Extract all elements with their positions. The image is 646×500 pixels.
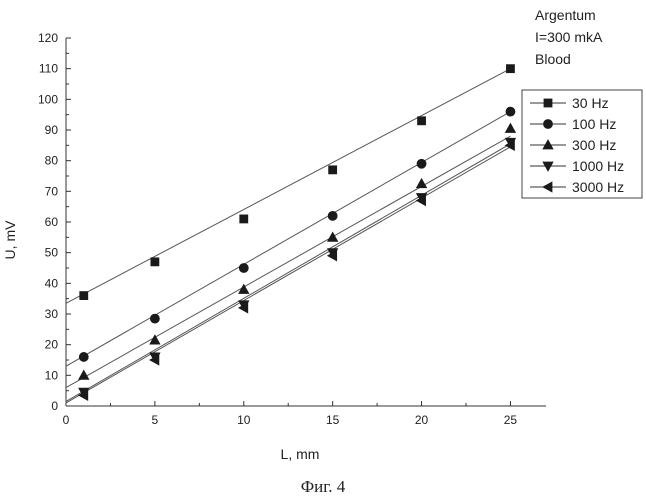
data-point — [328, 232, 338, 241]
data-point — [418, 117, 426, 125]
annotation-line-2: I=300 mkA — [535, 29, 603, 45]
series-2 — [79, 123, 516, 379]
data-point — [239, 264, 248, 273]
legend-label: 100 Hz — [572, 116, 616, 132]
y-tick-label: 90 — [45, 123, 59, 137]
data-point — [506, 107, 515, 116]
y-tick-label: 60 — [45, 215, 59, 229]
data-point — [506, 65, 514, 73]
y-tick-label: 80 — [45, 154, 59, 168]
x-tick-label: 20 — [415, 413, 429, 427]
legend-label: 3000 Hz — [572, 179, 624, 195]
fit-line — [66, 69, 510, 304]
data-point — [417, 159, 426, 168]
legend-label: 1000 Hz — [572, 158, 624, 174]
y-tick-label: 100 — [38, 92, 58, 106]
y-tick-label: 10 — [45, 368, 59, 382]
y-tick-label: 50 — [45, 246, 59, 260]
legend-label: 300 Hz — [572, 137, 616, 153]
legend-label: 30 Hz — [572, 95, 609, 111]
data-point — [151, 258, 159, 266]
data-point — [328, 211, 337, 220]
annotation-line-3: Blood — [535, 51, 571, 67]
fit-line — [66, 112, 510, 367]
x-tick-label: 5 — [152, 413, 159, 427]
x-axis-title: L, mm — [281, 446, 320, 462]
x-tick-label: 25 — [504, 413, 518, 427]
series-group — [79, 65, 516, 401]
fit-line — [66, 136, 510, 387]
ticks: 0 5 10 15 20 25 0 10 20 30 40 50 60 70 80 90 100 110 120 — [38, 31, 517, 427]
y-tick-label: 70 — [45, 184, 59, 198]
y-tick-label: 20 — [45, 338, 59, 352]
data-point — [329, 166, 337, 174]
x-tick-label: 10 — [237, 413, 251, 427]
y-tick-label: 30 — [45, 307, 59, 321]
data-point — [417, 179, 427, 188]
fit-line — [66, 147, 510, 403]
y-tick-label: 110 — [39, 62, 58, 76]
data-point — [505, 123, 515, 132]
annotation-block: Argentum I=300 mkA Blood — [535, 7, 603, 67]
legend-marker — [544, 99, 552, 107]
x-tick-label: 15 — [326, 413, 340, 427]
data-point — [79, 370, 89, 379]
y-tick-label: 40 — [45, 276, 59, 290]
data-point — [240, 215, 248, 223]
figure-caption: Фиг. 4 — [301, 477, 346, 496]
y-tick-label: 120 — [38, 31, 58, 45]
data-point — [80, 292, 88, 300]
data-point — [150, 314, 159, 323]
annotation-line-1: Argentum — [535, 7, 596, 23]
data-point — [79, 352, 88, 361]
legend-marker — [544, 120, 553, 129]
axes — [66, 38, 546, 406]
x-tick-label: 0 — [63, 413, 70, 427]
y-axis-title: U, mV — [2, 220, 18, 260]
y-tick-label: 0 — [51, 399, 58, 413]
fit-lines — [66, 69, 510, 403]
fit-line — [66, 144, 510, 402]
legend: 30 Hz 100 Hz 300 Hz 1000 Hz 3000 Hz — [522, 90, 642, 198]
